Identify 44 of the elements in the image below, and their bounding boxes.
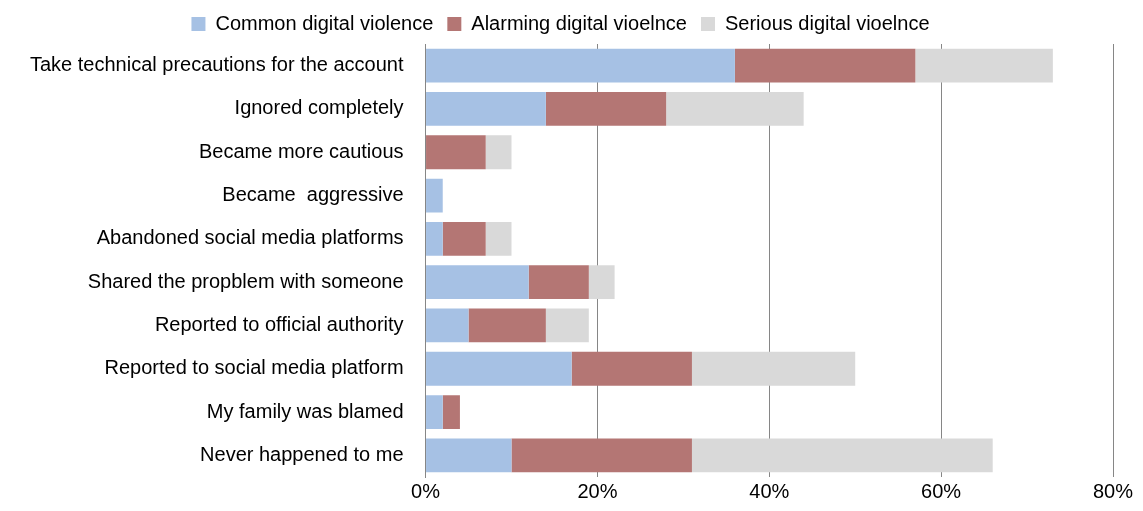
bar: [426, 135, 486, 170]
y-tick-label: Reported to official authority: [154, 312, 404, 335]
y-tick-label: Ignored completely: [234, 96, 404, 119]
bar: [545, 308, 589, 343]
bar: [691, 351, 856, 386]
y-tick-label: Reported to social media platform: [104, 356, 404, 379]
y-tick-label: Became aggressive: [222, 183, 404, 206]
bar: [545, 92, 667, 126]
legend-label: Alarming digital vioelnce: [471, 11, 687, 34]
y-tick-label: Take technical precautions for the account: [29, 53, 404, 76]
bar: [426, 92, 546, 126]
bar: [691, 438, 993, 473]
y-tick-label: My family was blamed: [206, 399, 404, 422]
y-tick-label: Became more cautious: [199, 139, 404, 162]
legend-label: Serious digital vioelnce: [724, 11, 930, 34]
x-tick-label: 60%: [921, 479, 962, 502]
bar: [426, 395, 443, 429]
bar: [571, 351, 692, 386]
bar: [426, 438, 512, 473]
bar: [734, 48, 916, 83]
bar: [915, 48, 1053, 83]
x-tick-label: 80%: [1092, 479, 1134, 502]
bar: [426, 221, 443, 256]
bar: [485, 221, 512, 256]
bar: [426, 178, 443, 213]
bar: [588, 265, 615, 300]
bar: [426, 48, 735, 83]
bar: [528, 265, 589, 300]
y-tick-label: Never happened to me: [200, 442, 404, 465]
legend-label: Common digital violence: [215, 11, 434, 34]
bar: [426, 351, 572, 386]
bar: [468, 308, 546, 343]
x-tick-label: 0%: [411, 479, 441, 502]
bar: [442, 221, 486, 256]
x-tick-label: 20%: [577, 479, 618, 502]
bar: [442, 395, 460, 429]
y-tick-label: Abandoned social media platforms: [96, 226, 404, 249]
bar: [426, 265, 529, 300]
bar: [511, 438, 692, 473]
bar: [666, 92, 804, 126]
x-tick-label: 40%: [749, 479, 790, 502]
bar: [426, 308, 469, 343]
bar: [485, 135, 512, 170]
y-tick-label: Shared the propblem with someone: [87, 269, 404, 292]
